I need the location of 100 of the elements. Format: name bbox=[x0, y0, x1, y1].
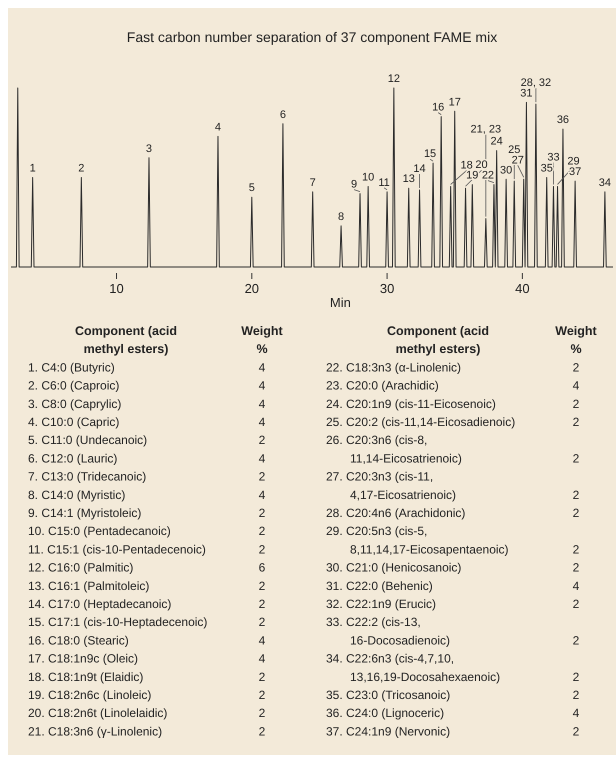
text: 31. C22:0 (Behenic) bbox=[326, 578, 433, 593]
text: 5. C11:0 (Undecanoic) bbox=[28, 433, 148, 448]
text: 8. C14:0 (Myristic) bbox=[28, 488, 126, 502]
text: 2 bbox=[572, 396, 580, 411]
text: 14. C17:0 (Heptadecanoic) bbox=[28, 597, 172, 611]
text: 2 bbox=[572, 560, 580, 575]
text: 2 bbox=[258, 506, 266, 520]
annotation: 33 bbox=[547, 151, 560, 164]
text: 2 bbox=[572, 633, 580, 648]
text: 4 bbox=[572, 378, 580, 393]
text: 26. C20:3n6 (cis-8, 11,14-Eicosatrienoic) bbox=[326, 433, 462, 466]
text: 2 bbox=[258, 542, 266, 556]
annotation: 9 bbox=[350, 178, 358, 191]
text: 4 bbox=[258, 451, 266, 466]
text: Weight % bbox=[241, 324, 284, 356]
text: 2 bbox=[258, 688, 266, 702]
text: 37. C24:1n9 (Nervonic) bbox=[326, 724, 450, 738]
annotation: 11 bbox=[378, 176, 390, 189]
text: 2 bbox=[572, 542, 580, 556]
text: 4 bbox=[572, 578, 580, 593]
text: 2. C6:0 (Caproic) bbox=[28, 378, 120, 393]
text: 2 bbox=[258, 615, 266, 630]
text: 6. C12:0 (Lauric) bbox=[28, 451, 118, 466]
annotation: 34 bbox=[598, 176, 612, 189]
x-tick-label: 40 bbox=[515, 281, 530, 296]
text: 32. C22:1n9 (Erucic) bbox=[326, 597, 436, 611]
text: 9. C14:1 (Myristoleic) bbox=[28, 506, 142, 520]
annotation: 30 bbox=[500, 164, 512, 176]
annotation: 17 bbox=[448, 96, 461, 108]
text: Component (acid methyl esters) bbox=[386, 324, 490, 356]
annotation: 14 bbox=[413, 163, 426, 176]
annotation: 5 bbox=[248, 182, 255, 194]
text: 2 bbox=[572, 724, 580, 738]
text: 6 bbox=[258, 560, 266, 575]
text: 2 bbox=[572, 415, 580, 429]
text: 4 bbox=[258, 360, 266, 374]
annotation: 4 bbox=[214, 121, 222, 134]
text: 13. C16:1 (Palmitoleic) bbox=[28, 578, 150, 593]
text: 23. C20:0 (Arachidic) bbox=[326, 378, 439, 393]
text: 2 bbox=[258, 706, 266, 720]
annotation: 10 bbox=[362, 171, 374, 184]
text: Weight % bbox=[555, 324, 597, 356]
text: 4. C10:0 (Capric) bbox=[28, 415, 120, 429]
text: 4 bbox=[258, 633, 266, 648]
text: 10. C15:0 (Pentadecanoic) bbox=[28, 524, 171, 538]
text: 16. C18:0 (Stearic) bbox=[28, 633, 129, 648]
text: 2 bbox=[258, 433, 266, 448]
annotation: 13 bbox=[402, 173, 415, 186]
text: 4 bbox=[258, 652, 266, 666]
text: 3. C8:0 (Caprylic) bbox=[28, 396, 122, 411]
annotation: 1 bbox=[30, 162, 36, 174]
text: 25. C20:2 (cis-11,14-Eicosadienoic) bbox=[326, 415, 516, 429]
text: 4 bbox=[572, 706, 580, 720]
text: 18. C18:1n9t (Elaidic) bbox=[28, 670, 144, 684]
annotation: 28, 32 bbox=[520, 77, 552, 90]
text: 22. C18:3n3 (α-Linolenic) bbox=[326, 360, 462, 374]
x-tick-label: 10 bbox=[109, 281, 124, 296]
text: 2 bbox=[572, 597, 580, 611]
annotation: 12 bbox=[388, 73, 400, 85]
x-tick-label: 30 bbox=[380, 281, 394, 296]
text: Component (acid methyl esters) bbox=[74, 324, 178, 356]
text: 36. C24:0 (Lignoceric) bbox=[326, 706, 444, 720]
annotation: 21, 23 bbox=[470, 124, 502, 136]
text: 2 bbox=[258, 578, 266, 593]
text: 2 bbox=[572, 506, 580, 520]
text: 30. C21:0 (Henicosanoic) bbox=[326, 560, 462, 575]
text: 2 bbox=[572, 670, 580, 684]
text: 2 bbox=[572, 688, 580, 702]
annotation: 29 bbox=[567, 155, 580, 168]
text: 35. C23:0 (Tricosanoic) bbox=[326, 688, 450, 702]
annotation: 37 bbox=[568, 166, 582, 178]
annotation: 8 bbox=[338, 210, 344, 223]
text: 4 bbox=[258, 488, 266, 502]
text: 2 bbox=[572, 360, 580, 374]
text: 2 bbox=[258, 724, 266, 738]
text: 20. C18:2n6t (Linolelaidic) bbox=[28, 706, 168, 720]
chart-title: Fast carbon number separation of 37 component FAME mix bbox=[126, 29, 498, 45]
text: 2 bbox=[258, 670, 266, 684]
text: 21. C18:3n6 (γ-Linolenic) bbox=[28, 724, 162, 738]
annotation: 2 bbox=[78, 162, 84, 174]
text: 12. C16:0 (Palmitic) bbox=[28, 560, 134, 575]
annotation: 35 bbox=[540, 162, 553, 174]
text: 28. C20:4n6 (Arachidonic) bbox=[326, 506, 466, 520]
annotation: 18 bbox=[460, 159, 473, 172]
text: 24. C20:1n9 (cis-11-Eicosenoic) bbox=[326, 396, 496, 411]
text: 2 bbox=[258, 524, 266, 538]
annotation: 25 bbox=[508, 144, 520, 156]
text: 4 bbox=[258, 378, 266, 393]
text: 17. C18:1n9c (Oleic) bbox=[28, 652, 138, 666]
annotation: 3 bbox=[146, 142, 152, 155]
text: 33. C22:2 (cis-13, 16-Docosadienoic) bbox=[326, 615, 450, 648]
text: 2 bbox=[572, 488, 580, 502]
annotation: 7 bbox=[310, 176, 316, 189]
text: 2 bbox=[258, 597, 266, 611]
text: 29. C20:5n3 (cis-5, 8,11,14,17-Eicosapentaenoic) bbox=[326, 524, 509, 556]
text: 15. C17:1 (cis-10-Heptadecenoic) bbox=[28, 615, 208, 630]
annotation: 31 bbox=[520, 87, 533, 100]
text: 1. C4:0 (Butyric) bbox=[28, 360, 115, 374]
annotation: 6 bbox=[280, 108, 286, 121]
annotation: 16 bbox=[432, 102, 444, 114]
